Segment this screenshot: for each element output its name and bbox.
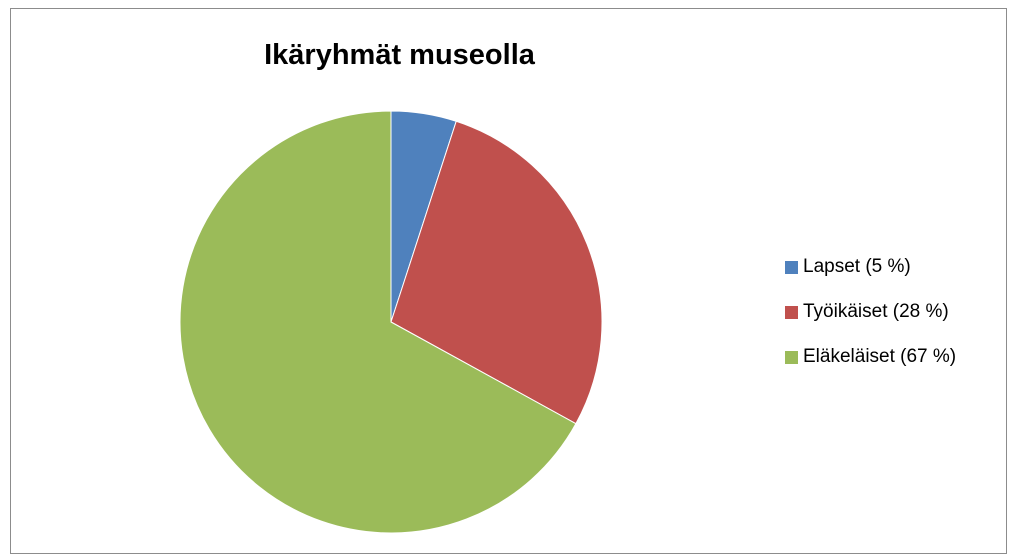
legend-item: Eläkeläiset (67 %) [785,346,1005,367]
legend-label: Lapset (5 %) [803,256,911,277]
legend-label: Työikäiset (28 %) [803,301,949,322]
legend-swatch [785,305,798,319]
legend: Lapset (5 %) Työikäiset (28 %) Eläkeläiset… [785,256,1005,392]
pie-slice-ty-ik-iset [390,120,603,425]
pie-chart [179,110,603,534]
legend-item: Lapset (5 %) [785,256,1005,277]
legend-swatch [785,350,798,364]
chart-title: Ikäryhmät museolla [264,39,535,71]
legend-item: Työikäiset (28 %) [785,301,1005,322]
pie-slice-el-kel-iset [179,110,577,534]
chart-area: Ikäryhmät museolla Lapset (5 %) Työikäise… [10,8,1007,554]
legend-swatch [785,260,798,274]
legend-label: Eläkeläiset (67 %) [803,346,957,367]
